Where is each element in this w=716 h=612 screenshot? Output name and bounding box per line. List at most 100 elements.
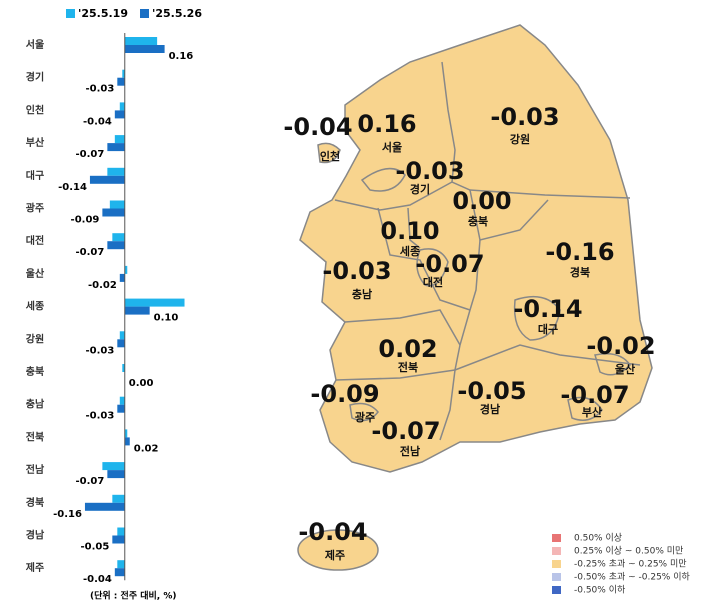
bar [107, 143, 125, 152]
region-name: 경기 [410, 182, 430, 196]
bar [107, 241, 125, 250]
region-name: 부산 [582, 405, 602, 419]
region-value: -0.07 [560, 381, 629, 409]
borders [334, 61, 641, 441]
value-label: -0.07 [76, 476, 105, 487]
bar [124, 298, 185, 307]
region-value: -0.03 [322, 257, 391, 285]
legend-label: -0.25% 초과 ~ 0.25% 미만 [574, 559, 687, 570]
category-label: 인천 [26, 103, 44, 116]
category-label: 충남 [26, 398, 45, 411]
legend-label: -0.50% 이하 [574, 585, 626, 596]
category-label: 부산 [26, 136, 45, 149]
bar [124, 45, 165, 53]
value-label: -0.05 [81, 542, 110, 553]
region-name: 울산 [615, 362, 635, 376]
category-label: 강원 [26, 332, 44, 345]
mainland [299, 24, 653, 473]
region-value: -0.09 [310, 380, 379, 408]
legend-swatch [552, 586, 561, 594]
bar [112, 535, 125, 544]
bar [117, 560, 125, 569]
bar [114, 135, 125, 144]
category-label: 서울 [26, 38, 44, 51]
bar [124, 306, 150, 315]
value-label: 0.02 [134, 443, 159, 454]
region-value: -0.02 [586, 332, 655, 360]
region-value: -0.04 [283, 113, 352, 141]
category-label: 광주 [26, 203, 44, 215]
legend-label: '25.5.19 [78, 7, 128, 20]
legend-swatch [140, 9, 149, 18]
unit-note: (단위 : 전주 대비, %) [90, 590, 176, 602]
category-label: 충북 [26, 365, 44, 378]
value-label: -0.03 [85, 84, 114, 95]
bar [84, 502, 125, 511]
region-name: 제주 [325, 548, 345, 562]
region-name: 강원 [510, 132, 530, 146]
bar [102, 462, 125, 471]
category-label: 경북 [26, 496, 44, 509]
bar [102, 208, 125, 217]
bar [124, 437, 130, 446]
region-value: -0.16 [545, 238, 614, 266]
region-name: 전북 [398, 360, 418, 374]
bar [122, 364, 125, 372]
region-value: -0.03 [395, 157, 464, 185]
region-name: 대구 [538, 322, 558, 336]
region-value: -0.07 [415, 250, 484, 278]
bar [119, 273, 125, 282]
value-label: 0.10 [154, 313, 179, 324]
bar [119, 331, 125, 340]
value-label: -0.02 [88, 280, 117, 291]
region-name: 세종 [400, 244, 420, 258]
legend-label: '25.5.26 [152, 7, 202, 20]
value-label: 0.00 [129, 378, 154, 389]
legend-label: 0.25% 이상 ~ 0.50% 미만 [574, 546, 683, 557]
bar [122, 69, 125, 78]
bar [109, 200, 125, 209]
legend-swatch [552, 534, 561, 542]
map-shapes [297, 24, 653, 571]
region-value: 0.10 [380, 217, 439, 245]
region-name: 전남 [400, 444, 420, 458]
category-label: 대구 [26, 169, 44, 182]
value-label: -0.04 [83, 574, 112, 585]
value-label: -0.03 [85, 411, 114, 422]
region-value: -0.05 [457, 377, 526, 405]
bar [117, 77, 125, 86]
region-name: 대전 [423, 275, 443, 289]
bar [124, 265, 128, 274]
bar [119, 102, 125, 111]
bar [124, 37, 158, 45]
legend-swatch [552, 547, 561, 555]
region-value: 0.02 [378, 335, 437, 363]
region-name: 광주 [355, 411, 375, 424]
bar [107, 167, 125, 176]
bar [117, 527, 125, 536]
value-label: -0.03 [85, 345, 114, 356]
value-label: -0.07 [76, 247, 105, 258]
category-label: 전남 [26, 463, 45, 476]
bar [124, 429, 128, 438]
value-label: -0.14 [58, 182, 87, 193]
bar [114, 568, 125, 577]
category-label: 경남 [26, 529, 45, 542]
category-label: 세종 [26, 300, 44, 313]
category-label: 울산 [26, 267, 45, 280]
region-name: 경남 [480, 402, 500, 416]
legend-label: 0.50% 이상 [574, 533, 622, 544]
category-label: 대전 [26, 234, 44, 247]
bar [117, 339, 125, 348]
region-name: 충남 [352, 287, 372, 301]
legend-swatch [552, 560, 561, 568]
region-value: -0.04 [298, 518, 367, 546]
category-label: 전북 [26, 430, 44, 443]
bar [107, 470, 125, 479]
bar [89, 175, 125, 184]
bar [119, 396, 125, 405]
region-name: 충북 [468, 214, 488, 228]
value-label: -0.16 [53, 509, 82, 520]
incheon-islet [317, 142, 341, 164]
